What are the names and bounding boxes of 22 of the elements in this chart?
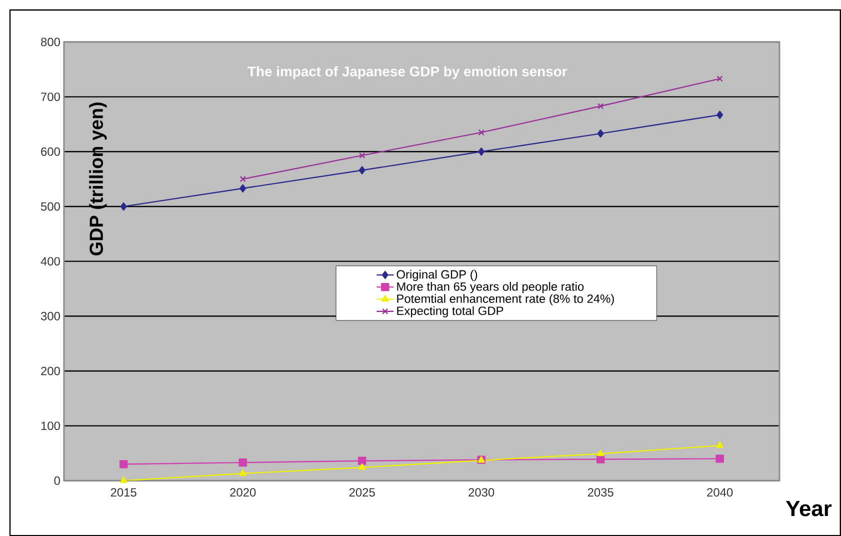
x-tick-label: 2020: [230, 488, 256, 497]
text: The impact of Japanese GDP by emotion sensor: [248, 66, 568, 80]
y-tick-label: 400: [40, 256, 60, 266]
y-tick-label: 200: [41, 366, 60, 376]
y-tick-label: 300: [40, 312, 60, 320]
x-tick-label: 2040: [707, 488, 733, 497]
y-axis-title: GDP (trillion yen): [89, 102, 107, 256]
x-axis-title: Year: [786, 500, 832, 516]
legend-label: More than 65 years old people ratio: [397, 282, 584, 294]
x-tick-label: 2025: [349, 488, 375, 497]
y-tick-label: 0: [54, 476, 60, 485]
x-tick-label: 2015: [110, 488, 136, 497]
y-tick-label: 500: [40, 202, 60, 211]
x-tick-label: 2030: [468, 488, 494, 497]
y-tick-label: 700: [41, 92, 60, 101]
y-tick-label: 100: [41, 421, 60, 430]
legend-label: Potemtial enhancement rate (8% to 24%): [397, 294, 614, 306]
legend-label: Original GDP (): [396, 270, 478, 281]
x-tick-label: 2035: [588, 488, 614, 497]
y-tick-label: 800: [41, 38, 60, 46]
y-tick-label: 600: [41, 147, 60, 156]
legend-label: Expecting total GDP: [397, 306, 504, 318]
